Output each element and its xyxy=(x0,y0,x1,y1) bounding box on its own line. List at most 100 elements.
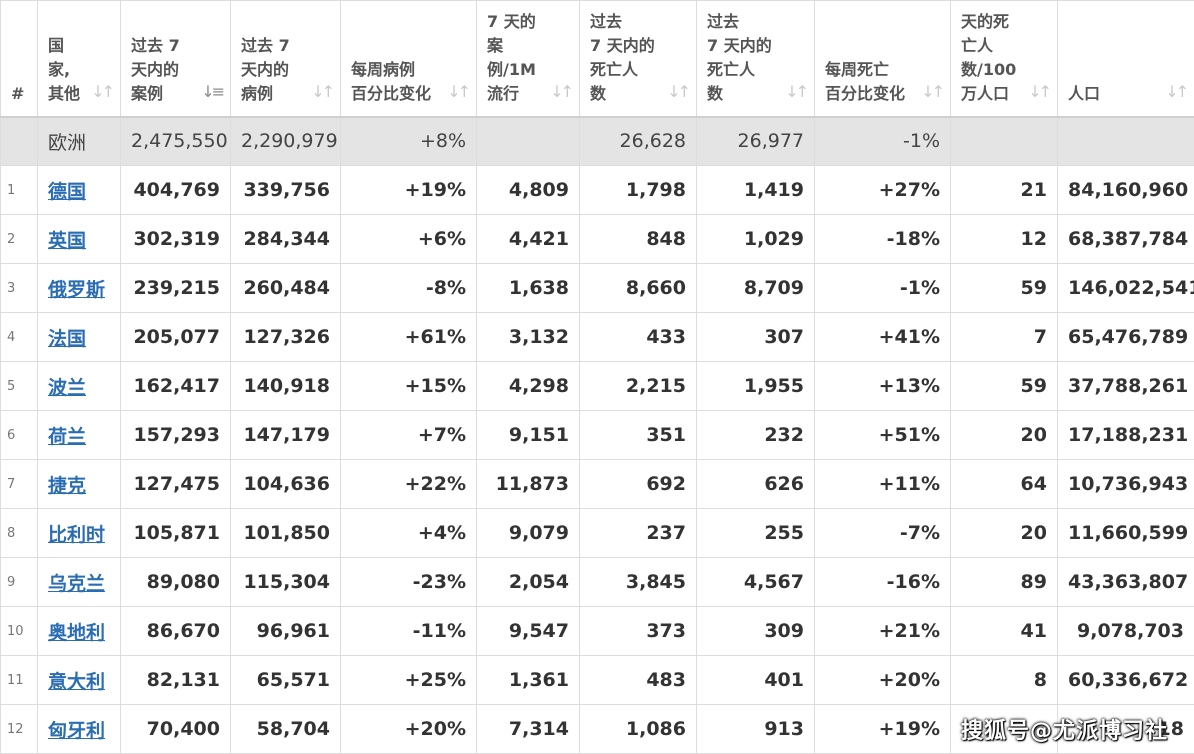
column-header-0[interactable]: # xyxy=(1,1,38,117)
cell-cases-prev7d: 104,636 xyxy=(231,460,341,509)
country-link[interactable]: 德国 xyxy=(48,181,86,203)
cell-cases-7d: 205,077 xyxy=(121,313,231,362)
cell-cases-change: +15% xyxy=(341,362,477,411)
cell-cases-prev7d: 147,179 xyxy=(231,411,341,460)
cell-deaths-per-1m: 89 xyxy=(951,558,1058,607)
cell-cases-prev7d: 140,918 xyxy=(231,362,341,411)
country-link[interactable]: 比利时 xyxy=(48,524,105,546)
cell-deaths-prev7d: 309 xyxy=(697,607,815,656)
cell-deaths-prev7d: 232 xyxy=(697,411,815,460)
country-cell: 捷克 xyxy=(38,460,121,509)
column-header-label: 7 天的 xyxy=(487,10,569,34)
cell-deaths-prev7d: 307 xyxy=(697,313,815,362)
sort-arrows-icon[interactable]: ↓↑ xyxy=(921,80,942,104)
column-header-label: 家, xyxy=(48,58,110,82)
cell-cases-7d: 70,400 xyxy=(121,705,231,754)
cell-cases-prev7d: 115,304 xyxy=(231,558,341,607)
cell-cases-7d: 89,080 xyxy=(121,558,231,607)
cell-cases-per-1m: 4,298 xyxy=(477,362,580,411)
cell-deaths-7d: 3,845 xyxy=(580,558,697,607)
cell-deaths-change: +21% xyxy=(815,607,951,656)
sort-arrows-icon[interactable]: ↓↑ xyxy=(1028,80,1049,104)
row-rank: 12 xyxy=(1,705,38,754)
cell-cases-prev7d: 96,961 xyxy=(231,607,341,656)
country-link[interactable]: 捷克 xyxy=(48,475,86,497)
country-link[interactable]: 波兰 xyxy=(48,377,86,399)
cell-cases-per-1m: 1,361 xyxy=(477,656,580,705)
column-header-4[interactable]: 每周病例百分比变化↓↑ xyxy=(341,1,477,117)
column-header-label: 7 天内的 xyxy=(590,34,686,58)
cell-population: 68,387,784 xyxy=(1058,215,1194,264)
cell-cases-7d: 404,769 xyxy=(121,166,231,215)
sort-arrows-icon[interactable]: ↓↑ xyxy=(91,80,112,104)
column-header-label: 过去 xyxy=(590,10,686,34)
country-link[interactable]: 意大利 xyxy=(48,671,105,693)
sort-arrows-icon[interactable]: ↓↑ xyxy=(550,80,571,104)
country-cell: 德国 xyxy=(38,166,121,215)
sort-arrows-icon[interactable]: ↓↑ xyxy=(667,80,688,104)
column-header-label: 例/1M xyxy=(487,58,569,82)
sort-arrows-icon[interactable]: ↓↑ xyxy=(1165,80,1186,104)
row-rank: 6 xyxy=(1,411,38,460)
sort-descending-icon[interactable]: ↓≡ xyxy=(201,80,222,104)
country-cell: 俄罗斯 xyxy=(38,264,121,313)
column-header-label: # xyxy=(11,82,27,106)
column-header-label: 亡人 xyxy=(961,34,1047,58)
country-link[interactable]: 荷兰 xyxy=(48,426,86,448)
cell-cases-prev7d: 260,484 xyxy=(231,264,341,313)
cell-deaths-change: -1% xyxy=(815,264,951,313)
cell-cases-prev7d: 284,344 xyxy=(231,215,341,264)
cell-cases-7d: 157,293 xyxy=(121,411,231,460)
cell-deaths-prev7d: 626 xyxy=(697,460,815,509)
column-header-10[interactable]: 人口↓↑ xyxy=(1058,1,1194,117)
cell-population: 65,476,789 xyxy=(1058,313,1194,362)
column-header-label: 数/100 xyxy=(961,58,1047,82)
country-link[interactable]: 法国 xyxy=(48,328,86,350)
cell-cases-prev7d: 58,704 xyxy=(231,705,341,754)
cell-population: 146,022,541 xyxy=(1058,264,1194,313)
cell-cases-prev7d: 127,326 xyxy=(231,313,341,362)
summary-deaths-prev7d: 26,977 xyxy=(697,117,815,166)
cell-deaths-per-1m: 7 xyxy=(951,313,1058,362)
cell-cases-prev7d: 65,571 xyxy=(231,656,341,705)
cell-cases-change: +7% xyxy=(341,411,477,460)
country-link[interactable]: 奥地利 xyxy=(48,622,105,644)
cell-population: 18 xyxy=(1058,705,1194,754)
sort-arrows-icon[interactable]: ↓↑ xyxy=(311,80,332,104)
sort-arrows-icon[interactable]: ↓↑ xyxy=(447,80,468,104)
cell-cases-7d: 302,319 xyxy=(121,215,231,264)
country-link[interactable]: 英国 xyxy=(48,230,86,252)
column-header-1[interactable]: 国家,其他↓↑ xyxy=(38,1,121,117)
cell-deaths-change: +27% xyxy=(815,166,951,215)
column-header-8[interactable]: 每周死亡百分比变化↓↑ xyxy=(815,1,951,117)
cell-deaths-change: +13% xyxy=(815,362,951,411)
country-link[interactable]: 俄罗斯 xyxy=(48,279,105,301)
cell-cases-per-1m: 1,638 xyxy=(477,264,580,313)
country-cell: 荷兰 xyxy=(38,411,121,460)
column-header-label: 过去 xyxy=(707,10,804,34)
country-link[interactable]: 匈牙利 xyxy=(48,720,105,742)
cell-deaths-prev7d: 4,567 xyxy=(697,558,815,607)
row-rank: 10 xyxy=(1,607,38,656)
cell-population: 84,160,960 xyxy=(1058,166,1194,215)
row-rank: 11 xyxy=(1,656,38,705)
country-cell: 乌克兰 xyxy=(38,558,121,607)
cell-deaths-change: +11% xyxy=(815,460,951,509)
cell-cases-7d: 105,871 xyxy=(121,509,231,558)
cell-deaths-7d: 237 xyxy=(580,509,697,558)
cell-deaths-prev7d: 401 xyxy=(697,656,815,705)
country-link[interactable]: 乌克兰 xyxy=(48,573,105,595)
cell-deaths-change: +51% xyxy=(815,411,951,460)
sort-arrows-icon[interactable]: ↓↑ xyxy=(785,80,806,104)
cell-cases-7d: 86,670 xyxy=(121,607,231,656)
